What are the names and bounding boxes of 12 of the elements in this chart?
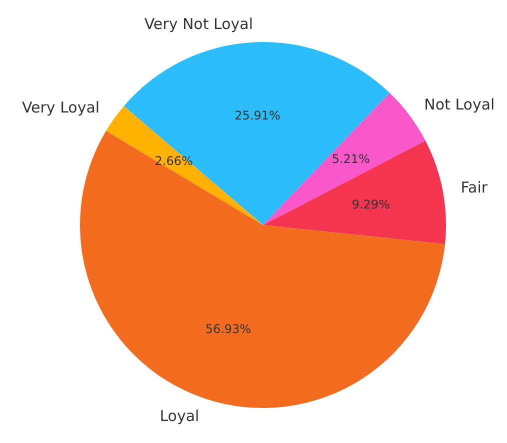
data-label: 5.21% [332, 152, 370, 166]
pie-slice [124, 42, 390, 225]
slice-label: Fair [460, 178, 488, 197]
slice-label: Very Not Loyal [144, 14, 254, 33]
slice-label: Loyal [160, 406, 200, 425]
data-label: 9.29% [352, 198, 390, 212]
pie-slice [263, 140, 446, 244]
pie-slice [80, 130, 445, 408]
data-label: 25.91% [234, 108, 280, 122]
slice-label: Not Loyal [424, 95, 495, 114]
data-label: 56.93% [205, 322, 252, 336]
slice-label: Very Loyal [22, 98, 100, 116]
